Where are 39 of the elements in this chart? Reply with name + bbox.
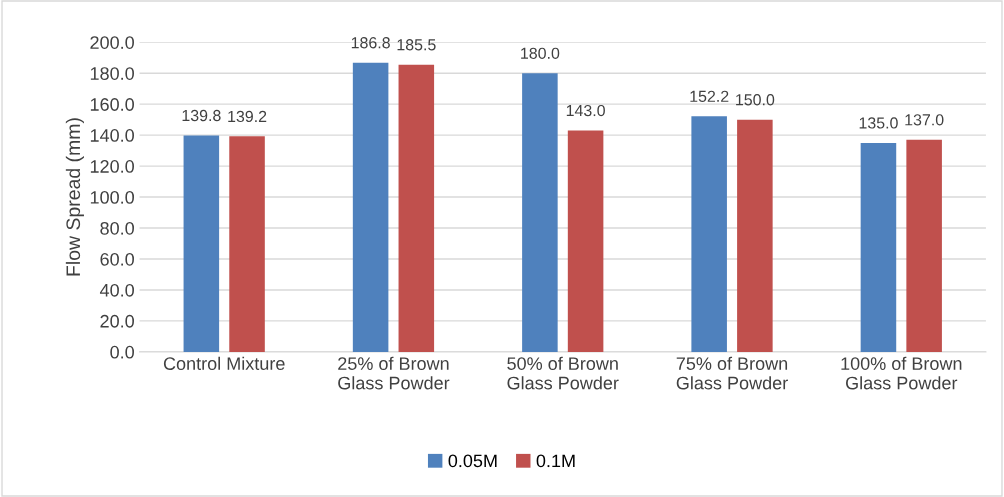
bar bbox=[737, 119, 773, 352]
y-tick-label: 180.0 bbox=[90, 67, 134, 80]
bar bbox=[229, 136, 265, 352]
y-tick-label: 160.0 bbox=[90, 98, 134, 111]
y-tick-label: 20.0 bbox=[100, 314, 134, 328]
data-label: 180.0 bbox=[521, 47, 560, 59]
bar bbox=[567, 130, 604, 352]
data-label: 139.8 bbox=[182, 109, 221, 122]
data-label: 185.5 bbox=[397, 39, 436, 51]
bar bbox=[860, 142, 897, 352]
legend-label: 0.1M bbox=[536, 454, 575, 468]
data-label: 137.0 bbox=[905, 114, 944, 126]
bar bbox=[691, 116, 727, 352]
y-tick-label: 200.0 bbox=[90, 36, 134, 49]
data-label: 143.0 bbox=[566, 104, 605, 117]
y-tick-label: 140.0 bbox=[90, 129, 134, 142]
y-axis-title: Flow Spread (mm) bbox=[65, 118, 84, 276]
data-label: 150.0 bbox=[736, 94, 775, 106]
data-label: 152.2 bbox=[690, 90, 729, 102]
x-tick-label: 75% of Brown Glass Powder bbox=[676, 356, 788, 390]
data-label: 186.8 bbox=[351, 37, 390, 49]
bar bbox=[522, 73, 558, 352]
x-tick-label: 25% of Brown Glass Powder bbox=[338, 356, 450, 390]
y-tick-label: 0.0 bbox=[110, 345, 134, 359]
y-tick-label: 80.0 bbox=[100, 221, 134, 235]
x-tick-label: Control Mixture bbox=[163, 356, 285, 370]
bar bbox=[183, 135, 220, 352]
y-tick-label: 40.0 bbox=[99, 283, 134, 297]
x-tick-label: 50% of Brown Glass Powder bbox=[507, 356, 619, 390]
y-tick-label: 100.0 bbox=[90, 190, 134, 204]
data-label: 135.0 bbox=[859, 117, 898, 129]
legend-label: 0.05M bbox=[448, 454, 497, 468]
bar bbox=[352, 62, 389, 352]
data-label: 139.2 bbox=[228, 110, 267, 123]
y-tick-label: 60.0 bbox=[100, 252, 134, 266]
bar bbox=[398, 64, 435, 352]
y-tick-label: 120.0 bbox=[90, 160, 134, 173]
bar bbox=[906, 139, 942, 352]
x-tick-label: 100% of Brown Glass Powder bbox=[841, 356, 962, 390]
